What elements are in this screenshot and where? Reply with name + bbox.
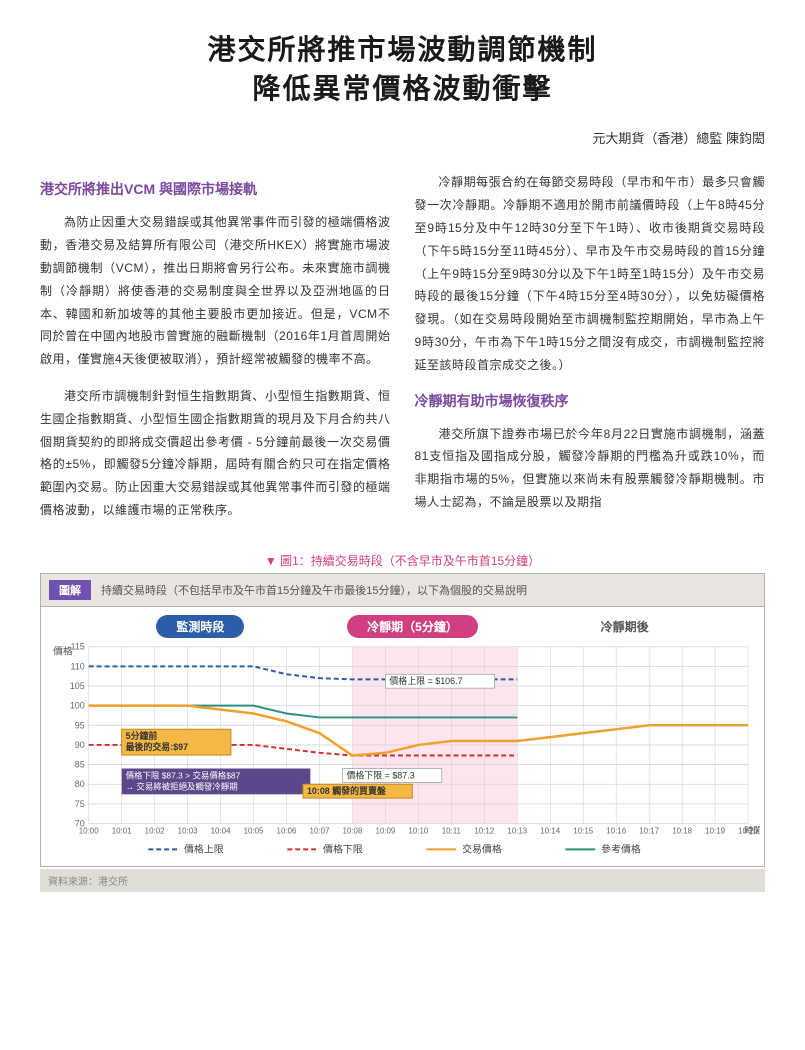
svg-text:10:02: 10:02 [145, 826, 165, 835]
phase-label-after: 冷靜期後 [581, 615, 669, 638]
svg-text:10:08: 10:08 [343, 826, 363, 835]
paragraph-1: 為防止因重大交易錯誤或其他異常事件而引發的極端價格波動，香港交易及結算所有限公司… [40, 211, 391, 371]
left-column: 港交所將推出VCM 與國際市場接軌 為防止因重大交易錯誤或其他異常事件而引發的極… [40, 171, 391, 535]
author-byline: 元大期貨（香港）總監 陳鈞閎 [40, 128, 765, 147]
svg-text:5分鐘前: 5分鐘前 [126, 730, 158, 741]
svg-text:10:13: 10:13 [507, 826, 527, 835]
svg-text:10:05: 10:05 [244, 826, 264, 835]
svg-text:10:04: 10:04 [211, 826, 231, 835]
svg-text:10:10: 10:10 [408, 826, 428, 835]
svg-text:10:17: 10:17 [639, 826, 659, 835]
chart-caption-text: 圖1：持續交易時段（不含早市及午市首15分鐘） [280, 554, 540, 568]
phase-label-cool: 冷靜期（5分鐘） [347, 615, 478, 638]
svg-text:→ 交易將被拒絕及觸發冷靜期: → 交易將被拒絕及觸發冷靜期 [126, 781, 238, 791]
chart-header: 圖解 持續交易時段（不包括早市及午市首15分鐘及午市最後15分鐘），以下為個股的… [40, 573, 765, 607]
body-columns: 港交所將推出VCM 與國際市場接軌 為防止因重大交易錯誤或其他異常事件而引發的極… [40, 171, 765, 535]
chart-svg: 70758085909510010511011510:0010:0110:021… [45, 642, 760, 862]
svg-text:參考價格: 參考價格 [601, 842, 641, 855]
section-heading-1: 港交所將推出VCM 與國際市場接軌 [40, 179, 391, 199]
svg-text:95: 95 [75, 720, 85, 730]
phase-label-monitoring: 監測時段 [156, 615, 244, 638]
section-heading-2: 冷靜期有助市場恢復秩序 [415, 391, 766, 411]
svg-text:時間: 時間 [744, 825, 760, 835]
chart-header-badge: 圖解 [49, 580, 91, 600]
svg-text:85: 85 [75, 759, 85, 769]
svg-text:10:15: 10:15 [573, 826, 593, 835]
svg-text:10:00: 10:00 [79, 826, 99, 835]
svg-text:10:09: 10:09 [375, 826, 395, 835]
title-line-2: 降低異常價格波動衝擊 [252, 73, 552, 104]
paragraph-3: 冷靜期每張合約在每節交易時段（早市和午市）最多只會觸發一次冷靜期。冷靜期不適用於… [415, 171, 766, 376]
paragraph-4: 港交所旗下證券市場已於今年8月22日實施市調機制，涵蓋81支恒指及國指成分股，觸… [415, 423, 766, 514]
svg-text:價格下限 = $87.3: 價格下限 = $87.3 [346, 769, 414, 780]
title-line-1: 港交所將推市場波動調節機制 [207, 34, 597, 65]
chart-plot: 70758085909510010511011510:0010:0110:021… [45, 642, 760, 862]
svg-text:75: 75 [75, 799, 85, 809]
svg-text:價格: 價格 [53, 644, 73, 657]
triangle-down-icon: ▼ [265, 554, 277, 568]
svg-text:10:08 觸發的買賣盤: 10:08 觸發的買賣盤 [307, 785, 386, 796]
svg-text:交易價格: 交易價格 [462, 842, 502, 855]
paragraph-2: 港交所市調機制針對恒生指數期貨、小型恒生指數期貨、恒生國企指數期貨、小型恒生國企… [40, 385, 391, 522]
svg-text:價格上限 = $106.7: 價格上限 = $106.7 [389, 675, 462, 686]
svg-text:10:07: 10:07 [310, 826, 330, 835]
svg-text:價格下限 $87.3 > 交易價格$87: 價格下限 $87.3 > 交易價格$87 [126, 770, 241, 780]
chart-section: ▼ 圖1：持續交易時段（不含早市及午市首15分鐘） 圖解 持續交易時段（不包括早… [40, 552, 765, 892]
svg-text:最後的交易:$97: 最後的交易:$97 [126, 741, 189, 752]
svg-text:10:14: 10:14 [540, 826, 560, 835]
chart-header-text: 持續交易時段（不包括早市及午市首15分鐘及午市最後15分鐘），以下為個股的交易說… [101, 582, 527, 598]
svg-text:100: 100 [70, 700, 85, 710]
svg-text:10:11: 10:11 [442, 826, 462, 835]
chart-caption: ▼ 圖1：持續交易時段（不含早市及午市首15分鐘） [40, 552, 765, 569]
svg-text:10:18: 10:18 [672, 826, 692, 835]
svg-text:10:03: 10:03 [178, 826, 198, 835]
svg-text:80: 80 [75, 779, 85, 789]
svg-text:110: 110 [70, 661, 84, 671]
page-title: 港交所將推市場波動調節機制 降低異常價格波動衝擊 [40, 30, 765, 108]
svg-text:價格上限: 價格上限 [184, 842, 224, 855]
svg-text:90: 90 [75, 740, 85, 750]
chart-box: 監測時段 冷靜期（5分鐘） 冷靜期後 707580859095100105110… [40, 607, 765, 867]
svg-text:價格下限: 價格下限 [323, 842, 363, 855]
right-column: 冷靜期每張合約在每節交易時段（早市和午市）最多只會觸發一次冷靜期。冷靜期不適用於… [415, 171, 766, 535]
chart-source: 資料來源：港交所 [40, 869, 765, 892]
svg-text:10:19: 10:19 [705, 826, 725, 835]
svg-text:10:12: 10:12 [474, 826, 494, 835]
svg-text:10:06: 10:06 [277, 826, 297, 835]
phase-labels: 監測時段 冷靜期（5分鐘） 冷靜期後 [45, 615, 760, 638]
svg-text:10:01: 10:01 [112, 826, 132, 835]
svg-text:105: 105 [70, 681, 85, 691]
svg-text:10:16: 10:16 [606, 826, 626, 835]
